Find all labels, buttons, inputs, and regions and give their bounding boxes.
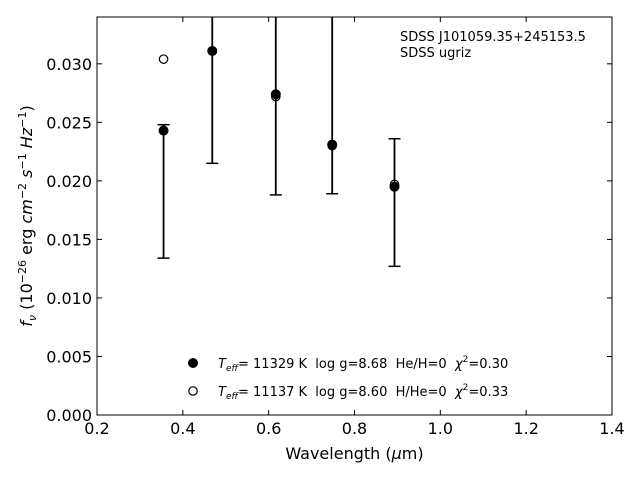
legend-entry-2: Teff= 11137 K log g=8.60 H/He=0 χ2=0.33 — [218, 383, 508, 402]
point-open — [158, 54, 169, 64]
y-tick-label: 0.000 — [46, 406, 92, 425]
point-open — [270, 91, 281, 102]
x-axis-label: Wavelength (μm) — [285, 444, 423, 463]
point-open — [389, 179, 400, 190]
error-bars — [157, 17, 401, 268]
x-tick-label: 1.4 — [599, 419, 624, 438]
legend-marker-filled — [188, 358, 198, 368]
x-tick-label: 0.8 — [342, 419, 367, 438]
point-open — [207, 46, 218, 56]
y-tick-label: 0.005 — [46, 347, 92, 366]
data-points — [158, 45, 400, 192]
x-tick-label: 0.4 — [170, 419, 195, 438]
tick-labels: 0.2 0.4 0.6 0.8 1.0 1.2 1.4 0.000 0.005 0.010 0.01… — [46, 55, 625, 438]
y-tick-label: 0.010 — [46, 289, 92, 308]
point-filled — [389, 181, 400, 192]
y-tick-label: 0.020 — [46, 172, 92, 191]
legend: Teff= 11329 K log g=8.68 He/H=0 χ2=0.30 … — [188, 355, 508, 402]
plot-frame — [96, 16, 613, 416]
annotation-survey: SDSS ugriz — [400, 46, 471, 61]
annotation-object: SDSS J101059.35+245153.5 — [400, 30, 586, 45]
y-axis-label: fν (10−26 erg cm−2 s−1 Hz−1) — [16, 105, 39, 326]
x-tick-label: 1.0 — [428, 419, 453, 438]
point-filled — [158, 125, 169, 136]
y-tick-label: 0.015 — [46, 230, 92, 249]
point-open — [327, 140, 337, 151]
x-tick-label: 0.2 — [84, 419, 109, 438]
x-tick-label: 1.2 — [513, 419, 538, 438]
point-filled — [270, 89, 281, 100]
y-tick-label: 0.030 — [46, 55, 92, 74]
x-tick-label: 0.6 — [256, 419, 281, 438]
y-tick-label: 0.025 — [46, 113, 92, 132]
legend-marker-open — [188, 386, 198, 396]
legend-entry-1: Teff= 11329 K log g=8.68 He/H=0 χ2=0.30 — [218, 355, 508, 374]
